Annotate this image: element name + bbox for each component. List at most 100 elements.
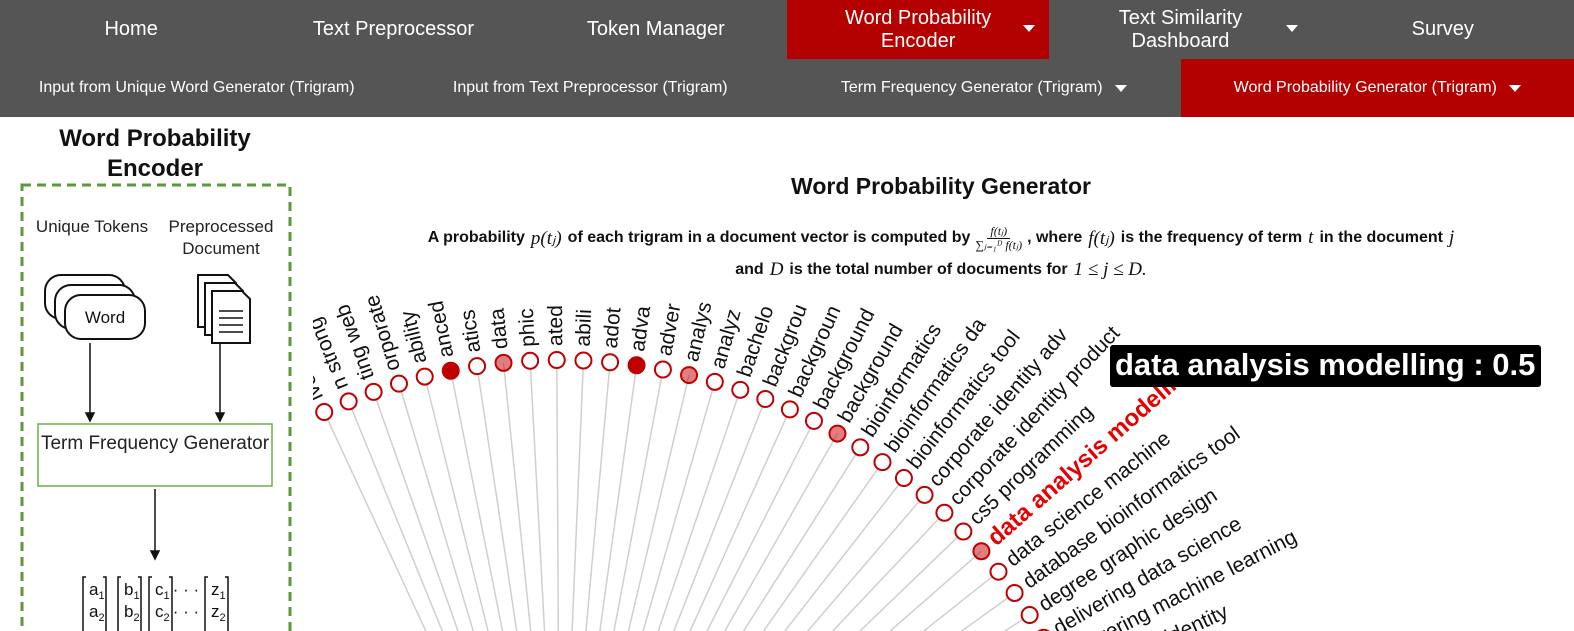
matrix-letter: a — [89, 602, 99, 621]
node[interactable] — [873, 453, 892, 472]
math: p(tⱼ) — [530, 227, 562, 249]
tooltip: data analysis modelling : 0.5 — [1110, 345, 1542, 387]
node[interactable] — [989, 562, 1008, 581]
nav-item[interactable]: Word Probability Generator (Trigram) — [1180, 59, 1574, 117]
matrix-subscript: 1 — [98, 590, 104, 602]
link — [657, 389, 741, 631]
node[interactable] — [705, 372, 724, 391]
link — [585, 362, 611, 631]
node[interactable] — [468, 357, 487, 376]
matrix-subscript: 2 — [164, 612, 170, 624]
nav-item[interactable]: Text Similarity Dashboard — [1049, 0, 1311, 59]
description-text: is the total number of documents for — [789, 261, 1068, 278]
icon-label: Word — [85, 308, 125, 327]
node[interactable] — [315, 403, 334, 422]
node[interactable] — [680, 366, 699, 385]
node-label: adot — [599, 306, 626, 349]
nav-item[interactable]: Input from Unique Word Generator (Trigra… — [0, 59, 394, 117]
link — [450, 370, 504, 631]
nav-item[interactable]: Term Frequency Generator (Trigram) — [787, 59, 1181, 117]
matrix-subscript: 1 — [133, 590, 139, 602]
nav-label: Token Manager — [586, 18, 725, 40]
link — [599, 365, 638, 631]
matrix-entry: z2 — [211, 602, 226, 624]
link — [476, 366, 518, 631]
nav-label: Survey — [1411, 18, 1474, 40]
node-label: abili — [572, 309, 597, 347]
link — [347, 401, 444, 631]
matrix-entry: b2 — [124, 602, 140, 624]
link — [423, 376, 489, 631]
nav-item[interactable]: Text Preprocessor — [262, 0, 524, 59]
node[interactable] — [627, 356, 646, 375]
node[interactable] — [441, 361, 460, 380]
node[interactable] — [851, 438, 870, 457]
node[interactable] — [339, 392, 358, 411]
node[interactable] — [601, 353, 620, 372]
node[interactable] — [894, 469, 913, 488]
matrix-letter: b — [124, 602, 133, 621]
fraction-denominator: ∑ⱼ₌₁ᴰ f(tⱼ) — [975, 237, 1023, 252]
node[interactable] — [780, 400, 799, 419]
caret-shape — [1508, 84, 1521, 92]
node[interactable] — [1005, 583, 1024, 602]
link — [831, 512, 945, 631]
encoder-frame — [20, 183, 292, 631]
description: A probability p(tⱼ) of each trigram in a d… — [308, 222, 1574, 286]
node[interactable] — [954, 522, 973, 541]
node[interactable] — [935, 503, 954, 522]
link — [783, 477, 905, 631]
node-label: anced — [425, 299, 459, 360]
node[interactable] — [494, 353, 513, 372]
fraction-numerator: f(tⱼ) — [987, 224, 1011, 239]
node[interactable] — [389, 374, 408, 393]
caret-shape — [1023, 25, 1036, 32]
node[interactable] — [972, 542, 991, 561]
matrix-entry: a2 — [89, 602, 105, 624]
nav-item[interactable]: Token Manager — [525, 0, 787, 59]
link — [706, 420, 815, 631]
node-label: data — [486, 307, 513, 350]
nav-item[interactable]: Input from Text Preprocessor (Trigram) — [394, 59, 788, 117]
node[interactable] — [828, 424, 847, 443]
matrix-ellipsis: · · · — [173, 580, 199, 599]
nav-label: Home — [104, 18, 158, 40]
nav-item[interactable]: Word Probability Encoder — [786, 0, 1050, 59]
link — [571, 360, 585, 631]
node[interactable] — [547, 351, 566, 370]
link — [723, 433, 839, 631]
node[interactable] — [1020, 606, 1039, 625]
matrix-letter: b — [124, 580, 133, 599]
matrix-bracket — [148, 576, 173, 631]
math: t — [1308, 227, 1314, 248]
node[interactable] — [915, 485, 934, 504]
nav-item[interactable]: Home — [0, 0, 262, 59]
nav-item[interactable]: Survey — [1312, 0, 1574, 59]
dropdown-caret — [1285, 25, 1298, 32]
node[interactable] — [653, 360, 672, 379]
matrix-entry: b1 — [124, 580, 140, 602]
node[interactable] — [574, 351, 593, 370]
node[interactable] — [731, 380, 750, 399]
arrows — [84, 343, 226, 561]
link — [627, 374, 690, 631]
link — [642, 381, 716, 631]
matrix-letter: c — [155, 580, 164, 599]
matrix-subscript: 2 — [220, 612, 226, 624]
link — [689, 409, 791, 631]
node[interactable] — [364, 382, 383, 401]
node[interactable] — [415, 367, 434, 386]
description-text: in the document — [1319, 229, 1443, 246]
matrix-letter: z — [211, 580, 220, 599]
node[interactable] — [521, 351, 540, 370]
matrix-subscript: 2 — [133, 612, 139, 624]
node[interactable] — [756, 390, 775, 409]
dropdown-caret — [1023, 25, 1036, 32]
node[interactable] — [804, 411, 823, 430]
nav-label: Word Probability Encoder — [844, 6, 992, 52]
